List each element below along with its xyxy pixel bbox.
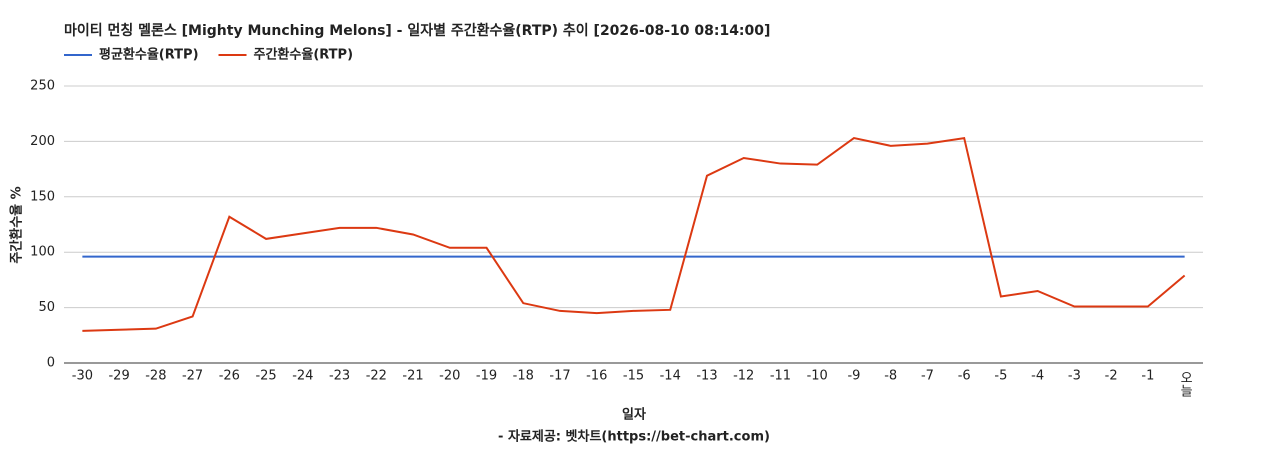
x-tick-label: -5 [994,369,1007,384]
x-tick-label: -1 [1141,369,1154,384]
y-tick-label: 150 [30,189,55,204]
x-tick-label: -10 [807,369,828,384]
x-tick-label: -2 [1105,369,1118,384]
x-tick-label: -19 [476,369,497,384]
x-tick-label: -4 [1031,369,1044,384]
legend-label: 평균환수율(RTP) [99,47,199,63]
x-tick-label: -28 [145,369,166,384]
x-tick-label: -16 [586,369,607,384]
x-tick-label: -11 [770,369,791,384]
x-tick-label: -9 [847,369,860,384]
legend-label: 주간환수율(RTP) [254,47,354,63]
series-line [82,136,1186,332]
x-tick-label: -6 [958,369,971,384]
y-tick-label: 100 [30,245,55,260]
y-tick-label: 250 [30,79,55,94]
x-tick-label: -3 [1068,369,1081,384]
x-tick-label: -12 [733,369,754,384]
x-tick-label: -18 [513,369,534,384]
y-tick-label: 50 [38,300,55,315]
x-tick-label: -17 [549,369,570,384]
x-tick-label: -22 [366,369,387,384]
x-axis-label: 일자 [622,408,646,423]
x-tick-label: -20 [439,369,460,384]
x-tick-label: -7 [921,369,934,384]
x-tick-label: -27 [182,369,203,384]
y-axis-label: 주간환수율 % [9,186,25,263]
x-tick-label: -14 [660,369,681,384]
x-tick-label: -15 [623,369,644,384]
x-tick-label: -13 [696,369,717,384]
x-tick-label: -26 [219,369,240,384]
chart-title: 마이티 먼칭 멜론스 [Mighty Munching Melons] - 일자… [64,22,770,39]
y-tick-label: 200 [30,134,55,149]
x-tick-label: -24 [292,369,313,384]
x-tick-label: -29 [108,369,129,384]
x-tick-label: 오늘 [1177,371,1192,397]
x-tick-label: -25 [255,369,276,384]
source-note: - 자료제공: 벳차트(https://bet-chart.com) [498,429,770,445]
x-tick-label: -23 [329,369,350,384]
x-tick-label: -8 [884,369,897,384]
y-tick-label: 0 [47,356,55,371]
x-tick-label: -30 [72,369,93,384]
x-tick-label: -21 [402,369,423,384]
